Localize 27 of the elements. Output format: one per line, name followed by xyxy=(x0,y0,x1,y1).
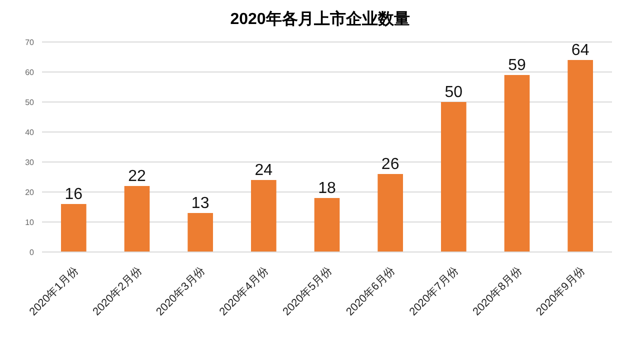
data-label: 50 xyxy=(444,84,463,101)
bar xyxy=(568,60,593,252)
data-label: 26 xyxy=(381,156,400,173)
bar xyxy=(314,198,340,252)
y-tick-label: 70 xyxy=(25,38,35,47)
y-tick-label: 50 xyxy=(25,98,35,107)
data-label: 59 xyxy=(508,57,526,74)
data-label: 18 xyxy=(318,180,336,197)
y-tick-label: 10 xyxy=(25,218,35,227)
y-tick-label: 60 xyxy=(25,68,35,77)
data-label: 24 xyxy=(254,162,273,179)
y-tick-label: 0 xyxy=(30,248,35,257)
bar xyxy=(251,180,276,252)
chart-title: 2020年各月上市企业数量 xyxy=(229,9,411,30)
bar xyxy=(124,186,150,252)
y-tick-label: 20 xyxy=(25,188,35,197)
data-label: 13 xyxy=(191,195,210,212)
y-tick-label: 30 xyxy=(25,158,35,167)
data-label: 64 xyxy=(571,42,590,59)
y-tick-label: 40 xyxy=(25,128,35,137)
bar xyxy=(441,102,466,252)
bar xyxy=(188,213,213,252)
data-label: 22 xyxy=(128,168,146,185)
bar xyxy=(504,75,530,252)
bar xyxy=(61,204,86,252)
bar xyxy=(378,174,403,252)
data-label: 16 xyxy=(64,186,83,203)
